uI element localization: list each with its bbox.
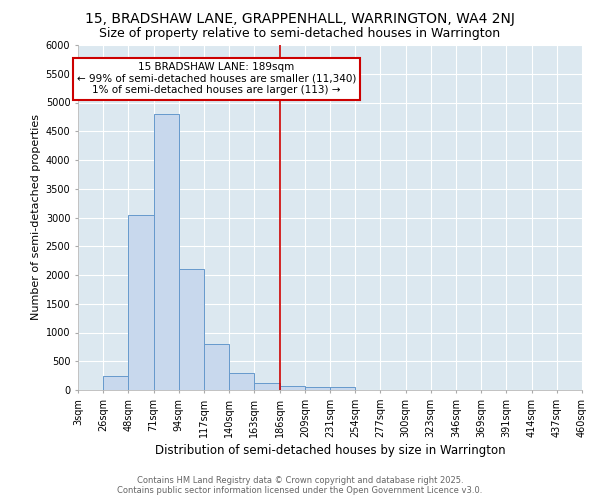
Bar bbox=[154, 114, 179, 390]
Bar bbox=[254, 382, 280, 390]
X-axis label: Distribution of semi-detached houses by size in Warrington: Distribution of semi-detached houses by … bbox=[155, 444, 505, 457]
Y-axis label: Number of semi-detached properties: Number of semi-detached properties bbox=[31, 114, 41, 320]
Bar bbox=[330, 387, 355, 390]
Bar bbox=[128, 214, 154, 390]
Bar bbox=[229, 373, 254, 390]
Text: 15 BRADSHAW LANE: 189sqm
← 99% of semi-detached houses are smaller (11,340)
1% o: 15 BRADSHAW LANE: 189sqm ← 99% of semi-d… bbox=[77, 62, 356, 96]
Bar bbox=[280, 386, 305, 390]
Text: Size of property relative to semi-detached houses in Warrington: Size of property relative to semi-detach… bbox=[100, 28, 500, 40]
Bar bbox=[103, 376, 128, 390]
Bar bbox=[305, 386, 330, 390]
Bar bbox=[204, 344, 229, 390]
Bar bbox=[179, 269, 204, 390]
Text: Contains HM Land Registry data © Crown copyright and database right 2025.
Contai: Contains HM Land Registry data © Crown c… bbox=[118, 476, 482, 495]
Text: 15, BRADSHAW LANE, GRAPPENHALL, WARRINGTON, WA4 2NJ: 15, BRADSHAW LANE, GRAPPENHALL, WARRINGT… bbox=[85, 12, 515, 26]
